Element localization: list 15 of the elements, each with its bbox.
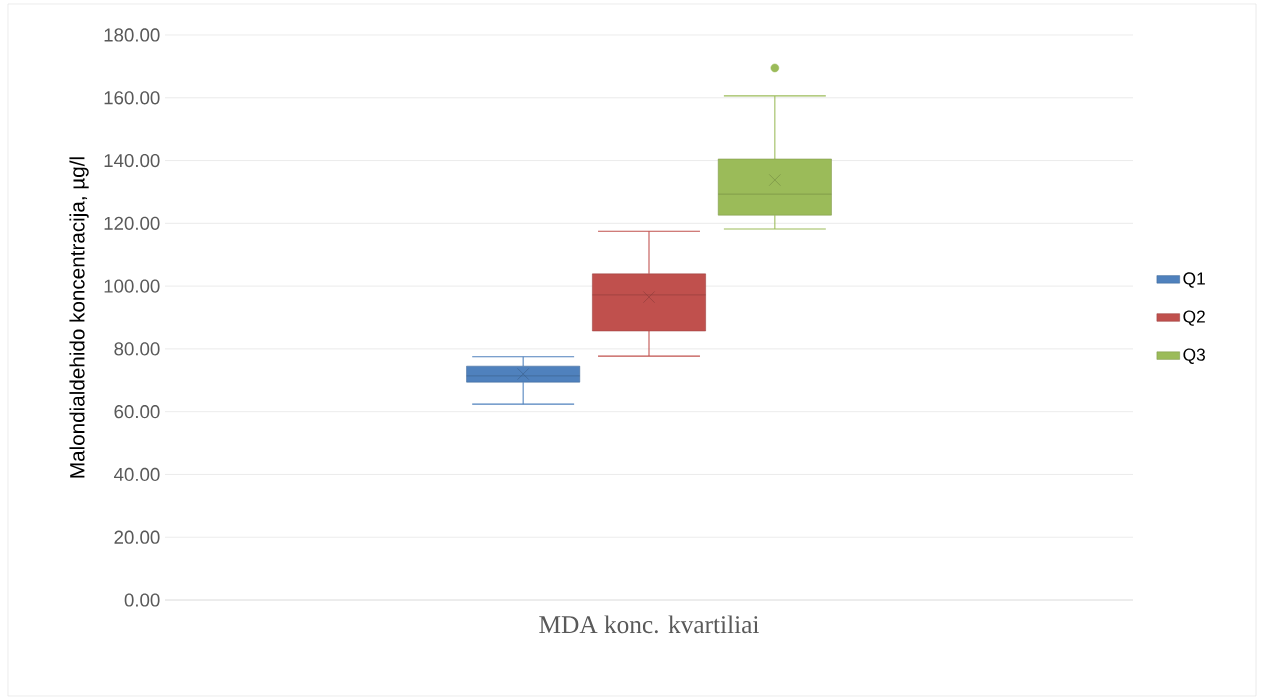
y-axis-title: Malondialdehido koncentracija, µg/l <box>69 157 89 478</box>
legend-label: Q3 <box>1183 348 1205 364</box>
y-tick-label: 20.00 <box>114 530 160 544</box>
y-tick-label: 0.00 <box>124 593 160 607</box>
legend-label: Q1 <box>1183 272 1205 288</box>
y-tick-label: 140.00 <box>104 153 160 168</box>
y-tick-label: 100.00 <box>104 279 160 293</box>
y-tick-label: 120.00 <box>104 216 160 230</box>
y-tick-label: 80.00 <box>114 342 160 356</box>
legend-label: Q2 <box>1183 310 1205 326</box>
x-axis-title: MDA konc. kvartiliai <box>539 615 759 634</box>
y-tick-label: 180.00 <box>104 28 160 42</box>
y-tick-label: 40.00 <box>113 467 160 482</box>
y-tick-label: 160.00 <box>104 91 160 105</box>
y-tick-label: 60.00 <box>114 405 160 419</box>
